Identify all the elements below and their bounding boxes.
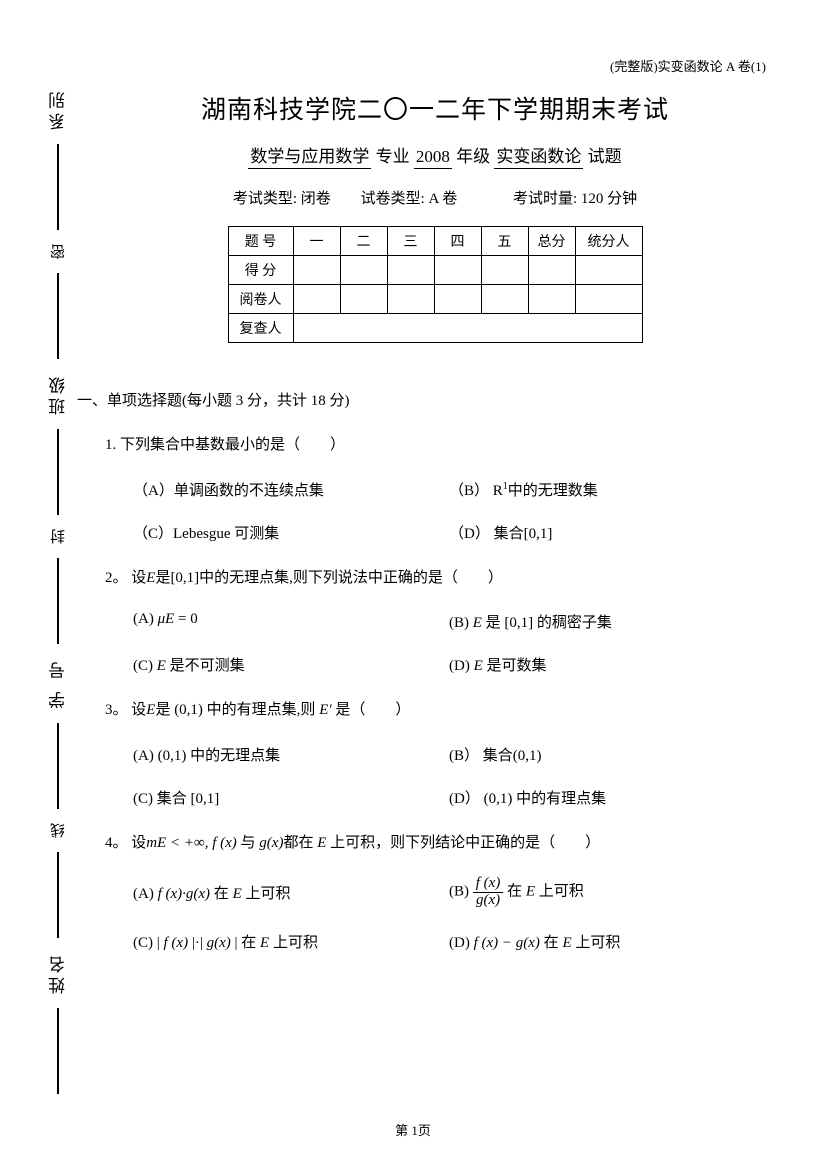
margin-label: 姓名 xyxy=(46,952,71,994)
q3-opt-b: (B） 集合(0,1) xyxy=(449,744,765,765)
year: 2008 xyxy=(414,147,452,169)
margin-line xyxy=(57,558,59,644)
col-header: 二 xyxy=(340,227,387,256)
question-3: 3。 设E是 (0,1) 中的有理点集,则 E' 是（ ） xyxy=(105,699,765,722)
margin-label: 班级 xyxy=(46,373,71,415)
q1-options: （A）单调函数的不连续点集 （B） R1中的无理数集 （C）Lebesgue 可… xyxy=(133,479,765,543)
paper-type: A 卷 xyxy=(428,191,457,207)
q2-opt-d: (D) E 是可数集 xyxy=(449,654,765,675)
col-header: 四 xyxy=(434,227,481,256)
exam-subtitle: 数学与应用数学 专业 2008 年级 实变函数论 试题 xyxy=(105,142,765,167)
margin-line xyxy=(57,1008,59,1094)
exam-type-label: 考试类型: xyxy=(233,191,297,207)
margin-line xyxy=(57,429,59,515)
margin-line xyxy=(57,723,59,809)
col-header: 统分人 xyxy=(575,227,642,256)
duration-label: 考试时量: xyxy=(513,191,577,207)
q2-opt-a: (A) μE = 0 xyxy=(133,611,449,632)
question-1: 1. 下列集合中基数最小的是（ ） xyxy=(105,434,765,457)
q1-opt-d: （D） 集合[0,1] xyxy=(449,522,765,543)
section-heading: 一、单项选择题(每小题 3 分，共计 18 分) xyxy=(77,389,765,410)
q4-opt-a: (A) f (x)·g(x) 在 E 上可积 xyxy=(133,882,449,903)
question-4: 4。 设mE < +∞, f (x) 与 g(x)都在 E 上可积，则下列结论中… xyxy=(105,832,765,855)
table-row: 复查人 xyxy=(228,314,642,343)
table-row: 阅卷人 xyxy=(228,285,642,314)
q1-opt-c: （C）Lebesgue 可测集 xyxy=(133,522,449,543)
margin-line xyxy=(57,144,59,230)
col-header: 五 xyxy=(481,227,528,256)
q1-opt-a: （A）单调函数的不连续点集 xyxy=(133,479,449,500)
major: 数学与应用数学 xyxy=(248,147,371,169)
duration: 120 分钟 xyxy=(581,191,637,207)
q3-opt-c: (C) 集合 [0,1] xyxy=(133,787,449,808)
q2-opt-b: (B) E 是 [0,1] 的稠密子集 xyxy=(449,611,765,632)
q4-opt-d: (D) f (x) − g(x) 在 E 上可积 xyxy=(449,931,765,952)
row-header: 阅卷人 xyxy=(228,285,293,314)
margin-label: 学 号 xyxy=(46,658,71,708)
q1-opt-b: （B） R1中的无理数集 xyxy=(449,479,765,500)
margin-line xyxy=(57,273,59,359)
col-header: 三 xyxy=(387,227,434,256)
fraction-icon: f (x) g(x) xyxy=(473,876,504,909)
q4-options: (A) f (x)·g(x) 在 E 上可积 (B) f (x) g(x) 在 … xyxy=(133,876,765,952)
margin-line xyxy=(57,852,59,938)
table-row: 得 分 xyxy=(228,256,642,285)
left-margin: 系别 密 班级 封 学 号 线 姓名 xyxy=(38,80,78,1100)
col-header: 总分 xyxy=(528,227,575,256)
q3-opt-a: (A) (0,1) 中的无理点集 xyxy=(133,744,449,765)
q3-opt-d: (D） (0,1) 中的有理点集 xyxy=(449,787,765,808)
row-header: 题 号 xyxy=(228,227,293,256)
q2-opt-c: (C) E 是不可测集 xyxy=(133,654,449,675)
row-header: 复查人 xyxy=(228,314,293,343)
course: 实变函数论 xyxy=(494,147,583,169)
paper-type-label: 试卷类型: xyxy=(361,191,425,207)
major-suffix: 专业 xyxy=(376,147,410,166)
q4-opt-b: (B) f (x) g(x) 在 E 上可积 xyxy=(449,876,765,909)
table-row: 题 号 一 二 三 四 五 总分 统分人 xyxy=(228,227,642,256)
course-suffix: 试题 xyxy=(588,147,622,166)
question-2: 2。 设E是[0,1]中的无理点集,则下列说法中正确的是（ ） xyxy=(105,567,765,590)
q3-options: (A) (0,1) 中的无理点集 (B） 集合(0,1) (C) 集合 [0,1… xyxy=(133,744,765,808)
margin-seal: 密 xyxy=(48,244,69,259)
q2-options: (A) μE = 0 (B) E 是 [0,1] 的稠密子集 (C) E 是不可… xyxy=(133,611,765,675)
q4-opt-c: (C) | f (x) |·| g(x) | 在 E 上可积 xyxy=(133,931,449,952)
margin-seal: 封 xyxy=(48,529,69,544)
exam-meta: 考试类型: 闭卷 试卷类型: A 卷 考试时量: 120 分钟 xyxy=(105,187,765,208)
exam-title: 湖南科技学院二〇一二年下学期期末考试 xyxy=(105,90,765,126)
score-table: 题 号 一 二 三 四 五 总分 统分人 得 分 阅卷人 复查人 xyxy=(228,226,643,343)
row-header: 得 分 xyxy=(228,256,293,285)
page-number: 第 1页 xyxy=(0,1120,826,1139)
col-header: 一 xyxy=(293,227,340,256)
margin-seal: 线 xyxy=(48,823,69,838)
year-suffix: 年级 xyxy=(456,147,490,166)
margin-label: 系别 xyxy=(46,88,71,130)
page-content: 湖南科技学院二〇一二年下学期期末考试 数学与应用数学 专业 2008 年级 实变… xyxy=(105,60,765,952)
exam-type: 闭卷 xyxy=(301,191,331,207)
